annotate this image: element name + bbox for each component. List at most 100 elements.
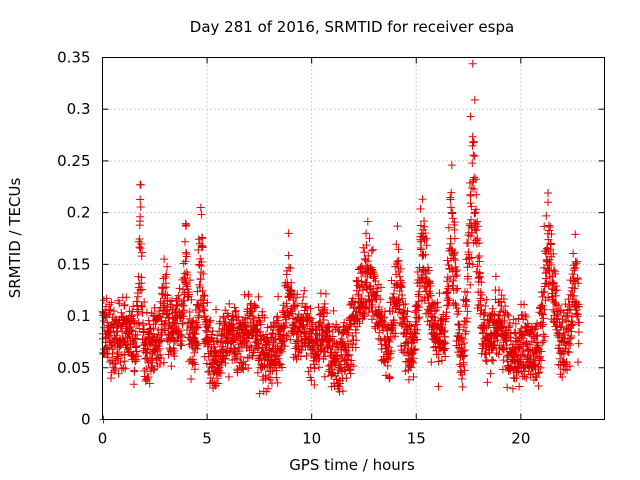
data-point <box>385 353 394 362</box>
x-tick-label: 10 <box>302 430 321 448</box>
data-point <box>247 307 256 316</box>
data-point <box>376 335 385 344</box>
data-point <box>137 285 146 294</box>
data-point <box>119 334 128 343</box>
data-point <box>274 316 283 325</box>
data-point <box>573 310 582 319</box>
data-point <box>237 359 246 368</box>
data-point <box>171 337 180 346</box>
data-point <box>169 336 178 345</box>
data-point <box>221 306 230 315</box>
data-point <box>264 384 273 393</box>
data-point <box>442 308 451 317</box>
data-point <box>395 286 404 295</box>
data-point <box>260 313 269 322</box>
data-point <box>136 244 145 253</box>
data-point <box>308 318 317 327</box>
data-point <box>367 246 376 255</box>
data-point <box>574 358 583 367</box>
data-point <box>476 296 485 305</box>
data-point <box>361 303 370 312</box>
data-point <box>163 262 172 271</box>
data-point <box>370 270 379 279</box>
data-point <box>470 152 479 161</box>
data-point <box>383 361 392 370</box>
data-point <box>401 300 410 309</box>
data-point <box>565 362 574 371</box>
data-point <box>407 350 416 359</box>
data-point <box>450 248 459 257</box>
data-point <box>191 330 200 339</box>
data-point <box>212 305 221 314</box>
data-point <box>182 248 191 257</box>
data-point <box>254 339 263 348</box>
data-point <box>392 240 401 249</box>
data-point <box>362 241 371 250</box>
data-point <box>162 283 171 292</box>
data-point <box>371 324 380 333</box>
data-point <box>396 276 405 285</box>
data-point <box>133 301 142 310</box>
data-point <box>342 330 351 339</box>
y-tick-label: 0.15 <box>57 255 90 273</box>
data-point <box>316 289 325 298</box>
data-point <box>435 289 444 298</box>
data-point <box>420 222 429 231</box>
data-point <box>310 364 319 373</box>
data-point <box>320 372 329 381</box>
data-point <box>568 270 577 279</box>
data-point <box>506 333 515 342</box>
data-point <box>133 330 142 339</box>
data-point <box>170 346 179 355</box>
data-point <box>284 331 293 340</box>
data-point <box>472 190 481 199</box>
data-point <box>160 301 169 310</box>
data-point <box>423 317 432 326</box>
data-point <box>105 300 114 309</box>
data-point <box>333 369 342 378</box>
data-point <box>140 298 149 307</box>
data-point <box>239 365 248 374</box>
data-point <box>109 307 118 316</box>
data-point <box>461 317 470 326</box>
data-point <box>530 360 539 369</box>
data-point <box>446 239 455 248</box>
data-point <box>107 374 116 383</box>
data-point <box>448 208 457 217</box>
data-point <box>534 382 543 391</box>
data-point <box>234 332 243 341</box>
data-point <box>182 252 191 261</box>
data-point <box>159 358 168 367</box>
data-point <box>449 251 458 260</box>
data-point <box>185 276 194 285</box>
data-point <box>282 299 291 308</box>
data-point <box>214 379 223 388</box>
data-point <box>385 337 394 346</box>
data-point <box>251 303 260 312</box>
data-point <box>264 338 273 347</box>
data-point <box>434 357 443 366</box>
data-point <box>470 185 479 194</box>
data-point <box>351 328 360 337</box>
data-point <box>165 309 174 318</box>
data-point <box>274 354 283 363</box>
data-point <box>273 378 282 387</box>
data-point <box>537 347 546 356</box>
data-point <box>544 198 553 207</box>
data-point <box>315 330 324 339</box>
data-point <box>389 289 398 298</box>
data-point <box>475 300 484 309</box>
data-point <box>480 309 489 318</box>
data-point <box>570 292 579 301</box>
data-point <box>421 229 430 238</box>
data-point <box>444 261 453 270</box>
data-point <box>325 341 334 350</box>
data-point <box>331 348 340 357</box>
data-point <box>365 234 374 243</box>
data-point <box>255 389 264 398</box>
data-point <box>503 383 512 392</box>
data-point <box>466 232 475 241</box>
data-point <box>175 284 184 293</box>
data-point <box>195 303 204 312</box>
tick-labels: 0 0.05 0.1 0.15 0.2 0.25 0.3 0.35 0 5 10 15 20 <box>57 49 530 448</box>
